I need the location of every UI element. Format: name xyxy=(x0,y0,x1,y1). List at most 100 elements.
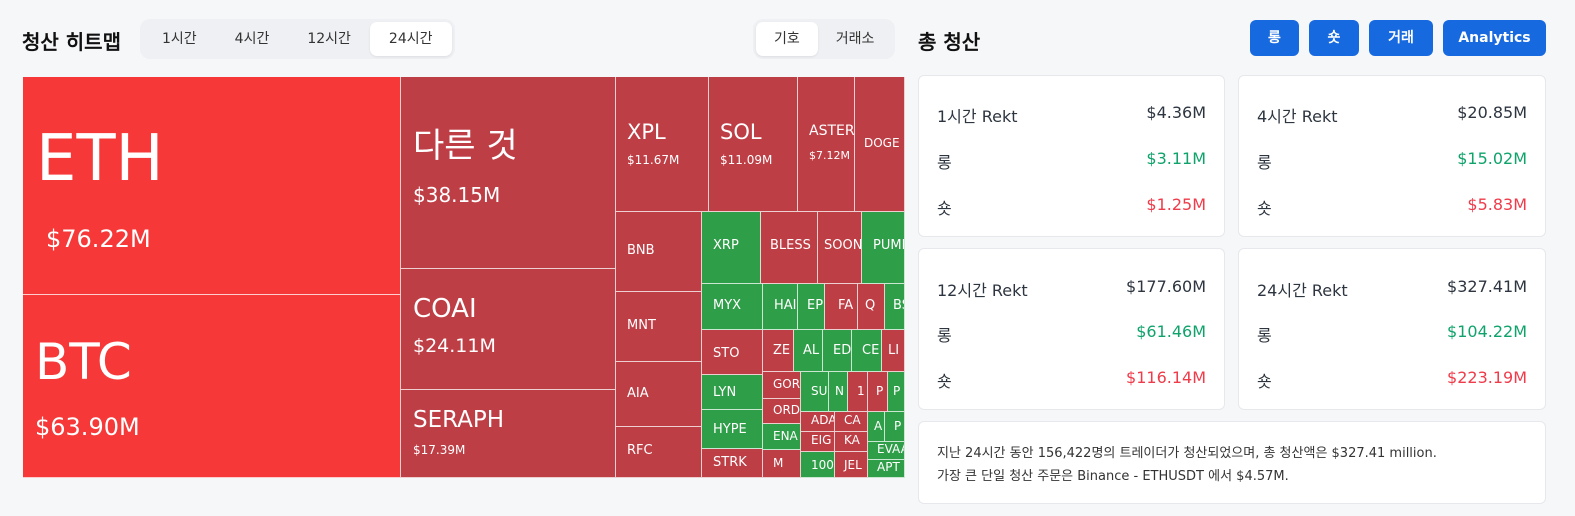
heatmap-tile[interactable]: DOGE xyxy=(855,77,905,212)
tile-symbol: EIG xyxy=(811,433,832,447)
heatmap-tile[interactable]: STRK xyxy=(702,449,763,478)
heatmap-tile[interactable]: ASTER $7.12M xyxy=(798,77,855,212)
mode-symbol[interactable]: 기호 xyxy=(756,22,818,56)
heatmap-tile[interactable]: PUMP xyxy=(862,212,905,284)
tile-symbol: CA xyxy=(844,413,861,427)
tile-symbol: P xyxy=(893,384,901,398)
tile-symbol: A xyxy=(874,419,883,433)
heatmap-tile[interactable]: MYX xyxy=(702,284,763,330)
heatmap-tile[interactable]: LI xyxy=(882,330,905,372)
heatmap-tile[interactable]: SERAPH $17.39M xyxy=(401,390,616,478)
tile-value: $11.09M xyxy=(720,153,773,167)
heatmap-tile[interactable]: XPL $11.67M xyxy=(616,77,709,212)
tile-symbol: MYX xyxy=(713,298,742,313)
heatmap-tile[interactable]: P xyxy=(885,412,905,442)
heatmap-tile[interactable]: LYN xyxy=(702,375,763,410)
heatmap-tile[interactable]: 다른 것 $38.15M xyxy=(401,77,616,269)
heatmap-tile[interactable]: ETH $76.22M xyxy=(23,77,401,295)
long-button[interactable]: 롱 xyxy=(1250,20,1299,56)
short-value: $5.83M xyxy=(1467,195,1527,214)
tile-value: $38.15M xyxy=(413,183,501,207)
heatmap-tile[interactable]: STO xyxy=(702,330,763,375)
heatmap-tile[interactable]: MNT xyxy=(616,292,702,362)
heatmap-tile[interactable]: BLESS xyxy=(761,212,818,284)
long-label: 롱 xyxy=(937,153,952,172)
heatmap-tile[interactable]: A xyxy=(868,412,885,442)
short-button[interactable]: 숏 xyxy=(1309,20,1359,56)
long-value: $3.11M xyxy=(1146,149,1206,168)
tile-value: $63.90M xyxy=(35,413,140,441)
timeframe-4h[interactable]: 4시간 xyxy=(234,31,270,47)
card-total-value: $20.85M xyxy=(1457,103,1527,122)
heatmap-tile[interactable]: N xyxy=(829,372,848,412)
heatmap-tile[interactable]: SU xyxy=(801,372,829,412)
tile-symbol: CE xyxy=(862,343,880,358)
heatmap-tile[interactable]: ED xyxy=(823,330,852,372)
heatmap-tile[interactable]: SOL $11.09M xyxy=(709,77,798,212)
short-label: 숏 xyxy=(1257,199,1272,218)
tile-symbol: SU xyxy=(811,384,828,398)
tile-symbol: MNT xyxy=(627,318,656,333)
heatmap-tile[interactable]: 1 xyxy=(848,372,868,412)
tile-symbol: STO xyxy=(713,346,740,361)
tile-value: $7.12M xyxy=(809,149,850,162)
heatmap-tile[interactable]: XRP xyxy=(702,212,761,284)
short-value: $1.25M xyxy=(1146,195,1206,214)
heatmap-tile[interactable]: EIG xyxy=(801,432,835,452)
tile-symbol: BLESS xyxy=(770,238,811,253)
heatmap-tile[interactable]: APT xyxy=(868,460,905,478)
heatmap-tile[interactable]: ZE xyxy=(763,330,794,372)
heatmap-tile[interactable]: P xyxy=(888,372,905,412)
long-value: $15.02M xyxy=(1457,149,1527,168)
heatmap-tile[interactable]: BNB xyxy=(616,212,702,292)
short-value: $116.14M xyxy=(1126,368,1206,387)
stat-card-1h: 1시간 Rekt $4.36M 롱 $3.11M 숏 $1.25M xyxy=(918,75,1225,237)
heatmap-tile[interactable]: CE xyxy=(852,330,882,372)
heatmap-tile[interactable]: 100 xyxy=(801,452,835,478)
heatmap-tile[interactable]: JEL xyxy=(835,452,868,478)
card-period-label: 1시간 Rekt xyxy=(937,107,1018,126)
liquidation-heatmap: ETH $76.22M BTC $63.90M 다른 것 $38.15M COAI $24.1… xyxy=(23,77,905,478)
short-label: 숏 xyxy=(937,372,952,391)
summary-line: 지난 24시간 동안 156,422명의 트레이더가 청산되었으며, 총 청산액… xyxy=(937,446,1437,461)
heatmap-tile[interactable]: P xyxy=(868,372,888,412)
heatmap-tile[interactable]: BS xyxy=(885,284,905,330)
heatmap-title: 청산 히트맵 xyxy=(22,30,121,54)
heatmap-tile[interactable]: ORD xyxy=(763,399,801,424)
heatmap-tile[interactable]: HAI xyxy=(763,284,798,330)
heatmap-tile[interactable]: AIA xyxy=(616,362,702,427)
heatmap-tile[interactable]: KA xyxy=(835,432,868,452)
timeframe-24h[interactable]: 24시간 xyxy=(369,22,452,56)
timeframe-12h[interactable]: 12시간 xyxy=(307,31,351,47)
heatmap-tile[interactable]: SOON xyxy=(818,212,862,284)
tile-symbol: AIA xyxy=(627,386,649,401)
trade-button[interactable]: 거래 xyxy=(1369,20,1433,56)
long-label: 롱 xyxy=(1257,326,1272,345)
heatmap-tile[interactable]: M xyxy=(763,450,801,478)
heatmap-tile[interactable]: EVAA xyxy=(868,442,905,460)
heatmap-tile[interactable]: EP xyxy=(798,284,825,330)
heatmap-tile[interactable]: COAI $24.11M xyxy=(401,269,616,390)
timeframe-1h[interactable]: 1시간 xyxy=(162,31,197,47)
heatmap-tile[interactable]: HYPE xyxy=(702,410,763,449)
tile-symbol: COAI xyxy=(413,294,477,324)
heatmap-tile[interactable]: CA xyxy=(835,412,868,432)
tile-value: $11.67M xyxy=(627,153,680,167)
analytics-button[interactable]: Analytics xyxy=(1443,20,1546,56)
tile-symbol: ENA xyxy=(773,429,798,443)
heatmap-tile[interactable]: ENA xyxy=(763,424,801,450)
heatmap-tile[interactable]: RFC xyxy=(616,427,702,478)
tile-symbol: SOL xyxy=(720,120,762,144)
summary-line: 가장 큰 단일 청산 주문은 Binance - ETHUSDT 에서 $4.5… xyxy=(937,469,1289,484)
heatmap-tile[interactable]: BTC $63.90M xyxy=(23,295,401,478)
short-label: 숏 xyxy=(937,199,952,218)
heatmap-tile[interactable]: FA xyxy=(825,284,858,330)
heatmap-tile[interactable]: GOR xyxy=(763,372,801,399)
mode-exchange[interactable]: 거래소 xyxy=(835,31,875,47)
heatmap-tile[interactable]: Q xyxy=(858,284,885,330)
tile-symbol: SERAPH xyxy=(413,407,505,433)
tile-symbol: APT xyxy=(877,460,900,474)
heatmap-tile[interactable]: AL xyxy=(794,330,823,372)
heatmap-tile[interactable]: ADA xyxy=(801,412,835,432)
tile-symbol: ZE xyxy=(773,343,791,358)
